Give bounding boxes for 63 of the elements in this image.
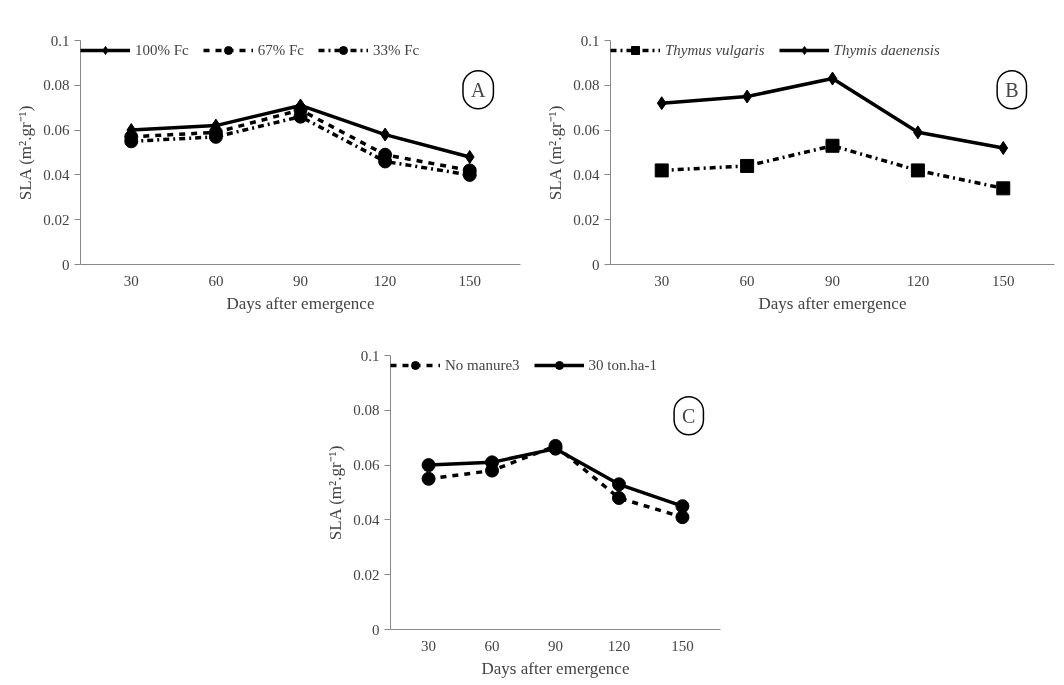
point bbox=[827, 71, 838, 86]
point bbox=[996, 181, 1011, 196]
x-axis-title: Days after emergence bbox=[758, 293, 907, 313]
y-axis-title: SLA (m².gr⁻¹) bbox=[16, 105, 36, 201]
x-tick-label: 120 bbox=[906, 272, 930, 289]
y-tick-label: 0.02 bbox=[43, 211, 70, 228]
point bbox=[825, 138, 840, 153]
annotation: B bbox=[1005, 78, 1019, 101]
x-tick-label: 150 bbox=[992, 272, 1015, 289]
point bbox=[611, 477, 626, 492]
x-tick-label: 30 bbox=[654, 272, 670, 289]
y-tick-label: 0.04 bbox=[43, 166, 70, 183]
y-tick-label: 0.08 bbox=[353, 402, 380, 419]
point bbox=[611, 490, 626, 505]
y-tick-label: 0.04 bbox=[353, 511, 380, 528]
y-tick-label: 0.02 bbox=[573, 211, 600, 228]
x-axis-title: Days after emergence bbox=[481, 658, 630, 678]
x-tick-label: 30 bbox=[123, 272, 139, 289]
point bbox=[464, 149, 475, 164]
legend-label: 30 ton.ha-1 bbox=[588, 356, 657, 374]
x-tick-label: 90 bbox=[548, 637, 563, 654]
y-tick-label: 0.06 bbox=[353, 457, 380, 474]
y-tick-label: 0.04 bbox=[573, 166, 600, 183]
x-tick-label: 60 bbox=[484, 637, 500, 654]
legend-label: No manure3 bbox=[445, 356, 520, 374]
point bbox=[740, 158, 755, 173]
point bbox=[421, 458, 436, 473]
y-tick-label: 0.1 bbox=[580, 32, 600, 49]
x-tick-label: 60 bbox=[208, 272, 224, 289]
annotation: C bbox=[682, 404, 696, 427]
y-axis-title: SLA (m².gr⁻¹) bbox=[326, 445, 346, 541]
y-tick-label: 0.06 bbox=[573, 122, 600, 139]
x-tick-label: 90 bbox=[293, 272, 308, 289]
y-axis-title: SLA (m².gr⁻¹) bbox=[546, 105, 566, 201]
y-tick-label: 0 bbox=[372, 621, 380, 638]
y-tick-label: 0.08 bbox=[43, 77, 70, 94]
x-axis-title: Days after emergence bbox=[226, 293, 375, 313]
point bbox=[656, 96, 667, 111]
x-tick-label: 120 bbox=[373, 272, 397, 289]
legend-label: 100% Fc bbox=[135, 41, 189, 59]
y-tick-label: 0 bbox=[62, 256, 70, 273]
y-tick-label: 0.02 bbox=[353, 566, 380, 583]
x-tick-label: 150 bbox=[671, 637, 694, 654]
point bbox=[654, 163, 669, 178]
y-tick-label: 0 bbox=[592, 256, 600, 273]
x-tick-label: 90 bbox=[825, 272, 840, 289]
y-tick-label: 0.08 bbox=[573, 77, 600, 94]
point bbox=[421, 471, 436, 486]
y-tick-label: 0.1 bbox=[360, 347, 380, 364]
y-tick-label: 0.1 bbox=[50, 32, 70, 49]
point bbox=[910, 163, 925, 178]
legend-label: 33% Fc bbox=[373, 41, 420, 59]
x-tick-label: 150 bbox=[458, 272, 481, 289]
x-tick-label: 120 bbox=[607, 637, 631, 654]
y-tick-label: 0.06 bbox=[43, 122, 70, 139]
legend-label: Thymus vulgaris bbox=[665, 41, 765, 59]
legend-label: 67% Fc bbox=[257, 41, 304, 59]
point bbox=[675, 499, 690, 514]
x-tick-label: 30 bbox=[421, 637, 437, 654]
legend-label: Thymis daenensis bbox=[833, 41, 940, 59]
annotation: A bbox=[470, 78, 486, 101]
x-tick-label: 60 bbox=[739, 272, 755, 289]
point bbox=[998, 141, 1009, 156]
